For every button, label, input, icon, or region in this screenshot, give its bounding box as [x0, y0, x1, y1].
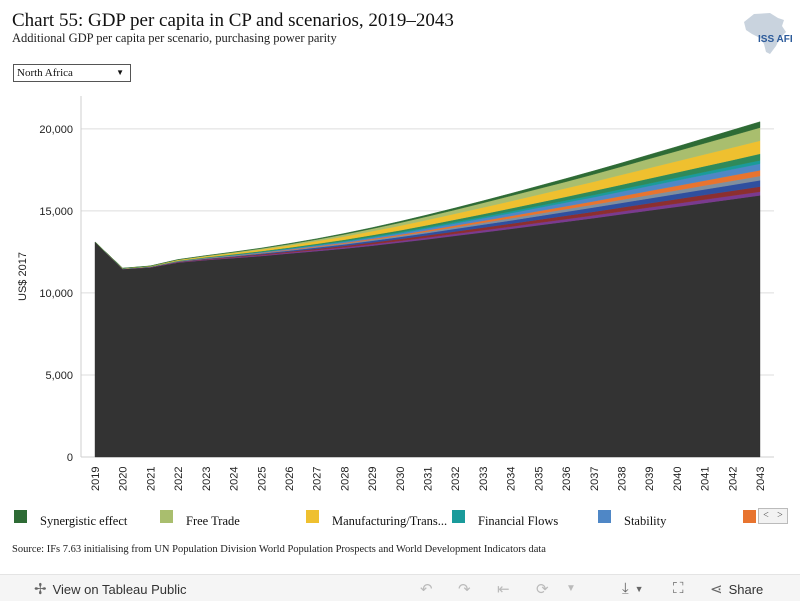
legend-pager: < > — [758, 508, 788, 524]
x-tick-label: 2024 — [229, 467, 241, 491]
share-icon: ⋖ — [710, 581, 723, 598]
x-tick-label: 2027 — [312, 467, 324, 491]
refresh-icon[interactable]: ⟳ — [536, 581, 549, 598]
x-tick-label: 2019 — [90, 467, 102, 491]
area-series-11[interactable] — [94, 121, 761, 269]
legend-label: Manufacturing/Trans... — [332, 514, 448, 528]
iss-africa-logo[interactable]: ISS AFRICA — [740, 12, 792, 56]
chart-subtitle: Additional GDP per capita per scenario, … — [12, 31, 337, 45]
x-tick-label: 2039 — [644, 467, 656, 491]
legend-swatch — [743, 510, 756, 523]
legend-swatch — [14, 510, 27, 523]
legend-label: Synergistic effect — [40, 514, 128, 528]
x-tick-label: 2040 — [672, 467, 684, 491]
gdp-area-chart: 0 5,000 10,000 15,000 20,000 US$ 2017 2019 2020… — [17, 96, 774, 491]
x-tick-label: 2038 — [616, 467, 628, 491]
y-axis-label: US$ 2017 — [17, 252, 29, 301]
x-tick-label: 2020 — [118, 467, 130, 491]
x-tick-label: 2023 — [201, 467, 213, 491]
y-tick-label: 15,000 — [39, 206, 73, 218]
chevron-right-icon[interactable]: > — [777, 510, 783, 521]
x-tick-label: 2033 — [478, 467, 490, 491]
chart-legend: Synergistic effect Free Trade Manufacturin… — [0, 508, 800, 530]
x-tick-label: 2035 — [533, 467, 545, 491]
x-tick-label: 2022 — [173, 467, 185, 491]
x-tick-label: 2021 — [145, 467, 157, 491]
legend-swatch — [160, 510, 173, 523]
legend-label: Financial Flows — [478, 514, 559, 528]
legend-label: Free Trade — [186, 514, 240, 528]
x-tick-label: 2043 — [755, 467, 767, 491]
view-on-tableau-label: View on Tableau Public — [52, 581, 187, 597]
x-tick-label: 2037 — [589, 467, 601, 491]
download-icon[interactable]: ⤓ ▼ — [622, 580, 644, 597]
tableau-icon: ✢ — [34, 581, 47, 598]
legend-swatch — [452, 510, 465, 523]
region-filter-value: North Africa — [17, 67, 73, 79]
legend-label: Stability — [624, 514, 667, 528]
view-on-tableau-public-link[interactable]: ✢ View on Tableau Public — [34, 580, 187, 598]
x-tick-label: 2034 — [506, 467, 518, 491]
x-tick-label: 2036 — [561, 467, 573, 491]
fullscreen-icon[interactable]: ⛶ — [673, 580, 684, 597]
source-note: Source: IFs 7.63 initialising from UN Po… — [12, 544, 546, 555]
chevron-down-icon: ▼ — [116, 68, 124, 77]
legend-swatch — [306, 510, 319, 523]
y-tick-label: 10,000 — [39, 288, 73, 300]
share-button[interactable]: ⋖ Share — [710, 580, 763, 598]
refresh-menu-chevron-icon[interactable]: ▼ — [566, 583, 576, 594]
redo-icon[interactable]: ↷ — [458, 581, 471, 598]
y-tick-label: 0 — [67, 452, 73, 464]
undo-icon[interactable]: ↶ — [420, 581, 433, 598]
logo-text: ISS AFRICA — [758, 34, 792, 45]
chart-title: Chart 55: GDP per capita in CP and scena… — [12, 10, 454, 31]
x-tick-label: 2026 — [284, 467, 296, 491]
x-tick-label: 2025 — [256, 467, 268, 491]
x-tick-label: 2032 — [450, 467, 462, 491]
x-tick-label: 2042 — [727, 467, 739, 491]
tableau-toolbar: ✢ View on Tableau Public ↶ ↷ ⇤ ⟳ ▼ ⤓ ▼ ⛶… — [0, 574, 800, 601]
share-label: Share — [728, 581, 764, 597]
revert-icon[interactable]: ⇤ — [497, 581, 510, 598]
x-tick-label: 2031 — [423, 467, 435, 491]
y-tick-label: 5,000 — [45, 370, 73, 382]
chevron-left-icon[interactable]: < — [763, 510, 769, 521]
legend-swatch — [598, 510, 611, 523]
region-filter-dropdown[interactable]: North Africa ▼ — [13, 64, 131, 82]
x-tick-label: 2030 — [395, 467, 407, 491]
y-tick-label: 20,000 — [39, 124, 73, 136]
x-tick-label: 2028 — [339, 467, 351, 491]
x-tick-label: 2029 — [367, 467, 379, 491]
x-tick-label: 2041 — [700, 467, 712, 491]
